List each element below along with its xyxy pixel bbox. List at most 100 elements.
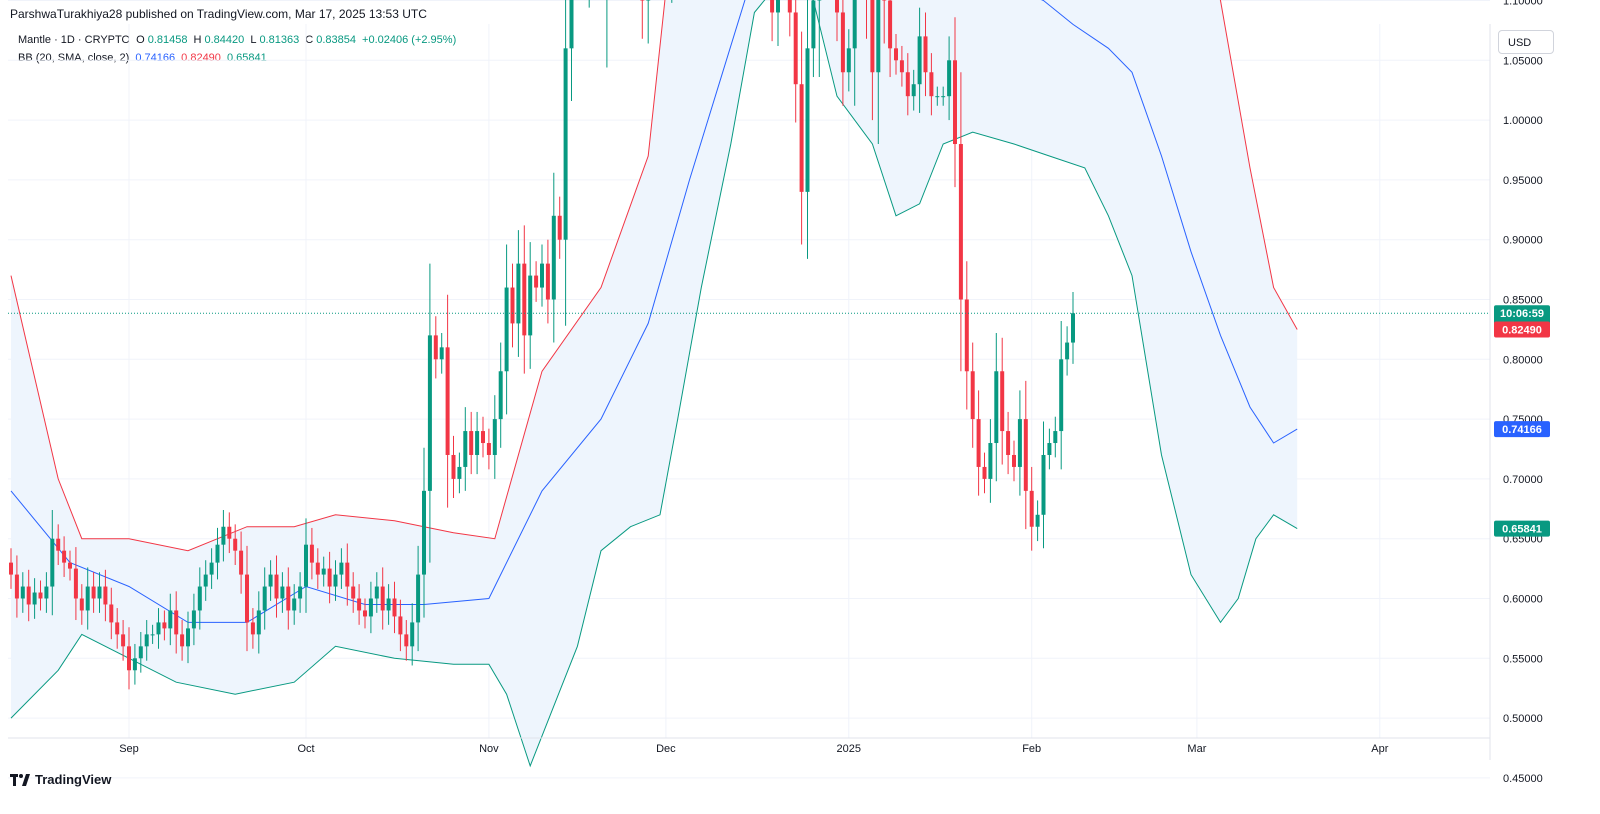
candle-body (799, 84, 804, 192)
bb-indicator-label[interactable]: BB (20, SMA, close, 2) (18, 52, 130, 64)
candle (457, 452, 462, 494)
candle-body (221, 526, 226, 545)
candle-body (68, 562, 72, 569)
axis-price-label: 0.74166 (1494, 421, 1550, 438)
candle (516, 230, 521, 357)
candle (988, 419, 993, 503)
candle (770, 0, 775, 42)
candle (941, 86, 946, 106)
candle (1053, 416, 1058, 458)
axis-price-label-bg (1494, 321, 1550, 338)
candle-body (811, 0, 816, 49)
tradingview-logo[interactable]: TradingView (10, 772, 111, 787)
candle-body (510, 287, 515, 324)
low-value: 0.81363 (259, 34, 300, 46)
candle-body (227, 526, 232, 539)
candle-body (1047, 443, 1052, 455)
candle-body (150, 634, 155, 636)
candle-body (274, 574, 279, 599)
candle (982, 452, 987, 494)
candle (1041, 421, 1046, 549)
candle (451, 435, 456, 499)
candle (835, 0, 839, 42)
candle-body (103, 586, 108, 605)
candle (239, 531, 244, 594)
candle (953, 17, 957, 188)
axis-price-label-text: 0.82490 (1502, 325, 1542, 337)
candle-body (298, 586, 303, 599)
candle (433, 316, 438, 379)
candle-body (315, 562, 320, 575)
candle-body (121, 634, 126, 647)
candle (793, 0, 798, 123)
price-tick-label: 0.55000 (1503, 653, 1543, 665)
candle-body (1041, 454, 1046, 515)
symbol-title[interactable]: Mantle · 1D · CRYPTO (18, 34, 131, 46)
candle-body (852, 0, 857, 49)
candle (174, 591, 179, 654)
bb-upper-value: 0.82490 (181, 52, 221, 64)
candle (486, 428, 491, 470)
candle-body (262, 586, 267, 611)
candle-body (1071, 313, 1075, 343)
bb-legend: BB (20, SMA, close, 2) 0.74166 0.82490 0… (18, 52, 270, 64)
candle (386, 584, 391, 625)
currency-button[interactable]: USD (1498, 30, 1554, 54)
candle-body (481, 431, 485, 444)
price-tick-label: 0.80000 (1503, 354, 1543, 366)
candle (1012, 440, 1016, 482)
candle-body (970, 371, 975, 420)
candle (404, 620, 409, 661)
candle (1059, 321, 1064, 470)
candle-body (380, 586, 385, 611)
candle-body (256, 610, 261, 635)
close-label: C (305, 34, 314, 46)
candle-body (835, 0, 839, 13)
candle (805, 0, 810, 259)
candle (26, 569, 31, 622)
candle-body (191, 610, 196, 629)
candle (97, 572, 102, 613)
price-tick-label: 1.05000 (1503, 55, 1543, 67)
candle (481, 416, 485, 458)
candle-body (327, 568, 332, 587)
candle (62, 536, 67, 577)
candle-body (433, 335, 438, 360)
candle-body (522, 263, 527, 336)
candle-body (994, 371, 999, 444)
candle (958, 72, 963, 372)
candle-body (976, 419, 981, 467)
candle-body (162, 622, 167, 629)
candle-body (557, 215, 562, 240)
price-tick-label: 0.85000 (1503, 295, 1543, 307)
candle (180, 620, 185, 661)
candle (274, 555, 279, 618)
candle (215, 527, 220, 580)
time-tick-label: Mar (1187, 743, 1206, 755)
candle-body (1023, 419, 1028, 491)
candle (498, 342, 503, 448)
candle-body (268, 574, 273, 587)
candle-body (32, 592, 37, 605)
price-tick-label: 0.90000 (1503, 235, 1543, 247)
candle-body (115, 622, 120, 635)
candle-body (463, 431, 468, 467)
candle-body (345, 562, 350, 587)
candle-body (9, 562, 13, 575)
candle-body (439, 347, 444, 360)
candle-body (427, 335, 432, 491)
time-tick-label: Dec (656, 743, 676, 755)
candle (85, 567, 90, 630)
candle-body (1035, 514, 1040, 527)
candle (905, 53, 910, 116)
candle-body (492, 419, 497, 455)
candle (888, 0, 893, 78)
candle-body (85, 586, 90, 611)
bb-lower-line (10, 0, 1298, 768)
candle (445, 294, 450, 508)
candle-body (941, 96, 946, 98)
candle (540, 244, 544, 307)
candle (899, 45, 904, 87)
candle (882, 0, 887, 44)
